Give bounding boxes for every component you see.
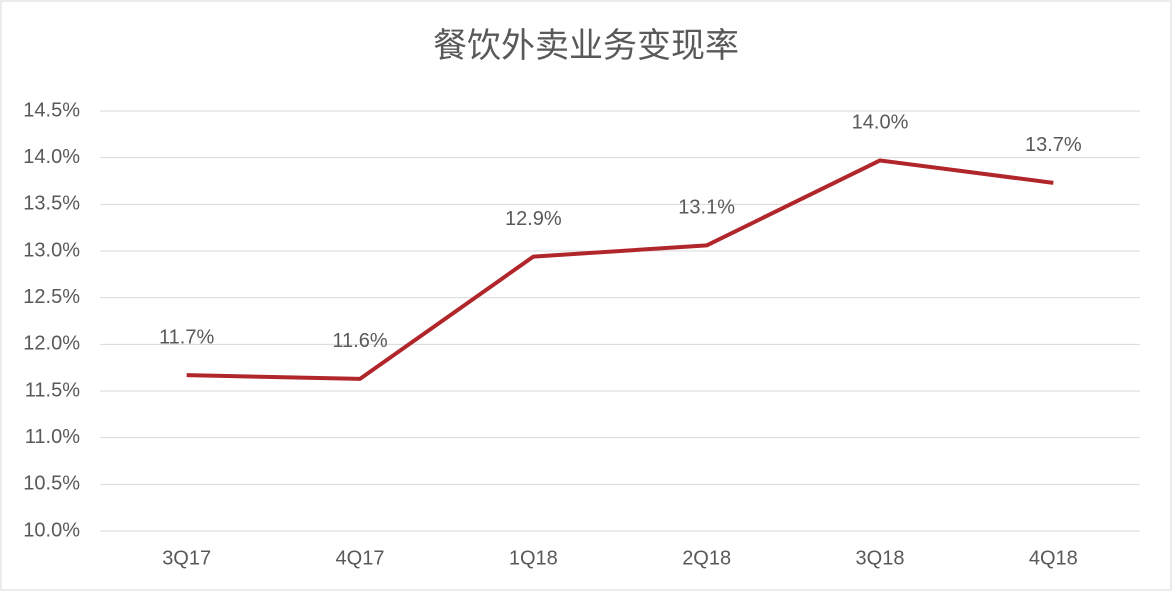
- y-tick-label: 11.0%: [25, 426, 80, 448]
- data-label: 13.1%: [678, 197, 735, 219]
- x-tick-label: 3Q17: [162, 547, 211, 569]
- x-tick-label: 3Q18: [856, 547, 905, 569]
- y-tick-label: 14.5%: [23, 99, 80, 121]
- y-tick-label: 10.0%: [23, 519, 80, 541]
- x-tick-label: 2Q18: [682, 547, 731, 569]
- line: [186, 158, 1054, 381]
- data-label: 13.7%: [1025, 134, 1082, 156]
- chart-title: 餐饮外卖业务变现率: [433, 27, 739, 65]
- x-tick-label: 1Q18: [509, 547, 558, 569]
- data-label: 11.7%: [159, 326, 214, 348]
- x-tick-label: 4Q17: [336, 547, 385, 569]
- y-tick-label: 13.5%: [23, 193, 80, 215]
- data-label: 11.6%: [332, 330, 387, 352]
- y-tick-label: 11.5%: [25, 379, 80, 401]
- y-tick-label: 12.0%: [23, 333, 80, 355]
- x-tick-label: 4Q18: [1029, 547, 1078, 569]
- y-tick-label: 12.5%: [23, 286, 80, 308]
- y-tick-label: 14.0%: [23, 146, 80, 168]
- data-label: 12.9%: [505, 208, 562, 230]
- data-label: 14.0%: [852, 112, 909, 134]
- y-tick-label: 10.5%: [23, 473, 80, 495]
- y-tick-label: 13.0%: [23, 239, 80, 261]
